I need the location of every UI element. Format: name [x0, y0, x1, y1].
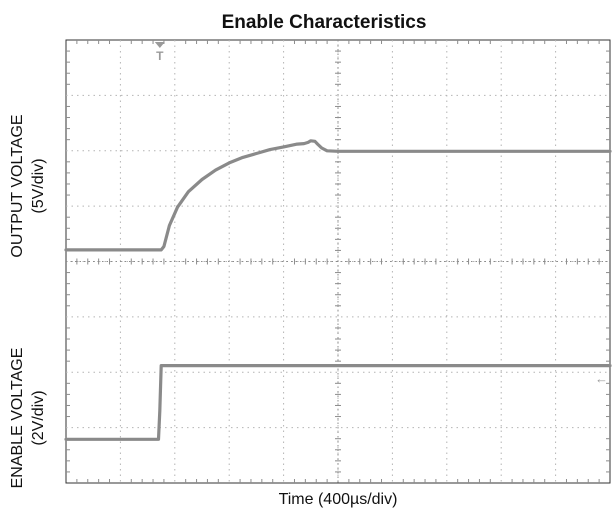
- trace-enable: [64, 364, 612, 441]
- y-axis-label-top-line2: (5V/div): [30, 158, 47, 213]
- trigger-marker-label: T: [156, 49, 164, 63]
- trace-group: [64, 139, 612, 441]
- y-axis-label-bottom-line1: ENABLE VOLTAGE: [9, 348, 26, 489]
- trace-output: [64, 139, 612, 252]
- trigger-marker-icon: [154, 42, 165, 48]
- marker-group: T←: [154, 42, 608, 386]
- chart-title: Enable Characteristics: [222, 12, 427, 33]
- x-axis-label: Time (400µs/div): [279, 491, 398, 508]
- trigger-level-marker: ←: [595, 371, 608, 386]
- y-axis-label-top-line1: OUTPUT VOLTAGE: [9, 114, 26, 257]
- y-axis-label-bottom-line2: (2V/div): [30, 390, 47, 445]
